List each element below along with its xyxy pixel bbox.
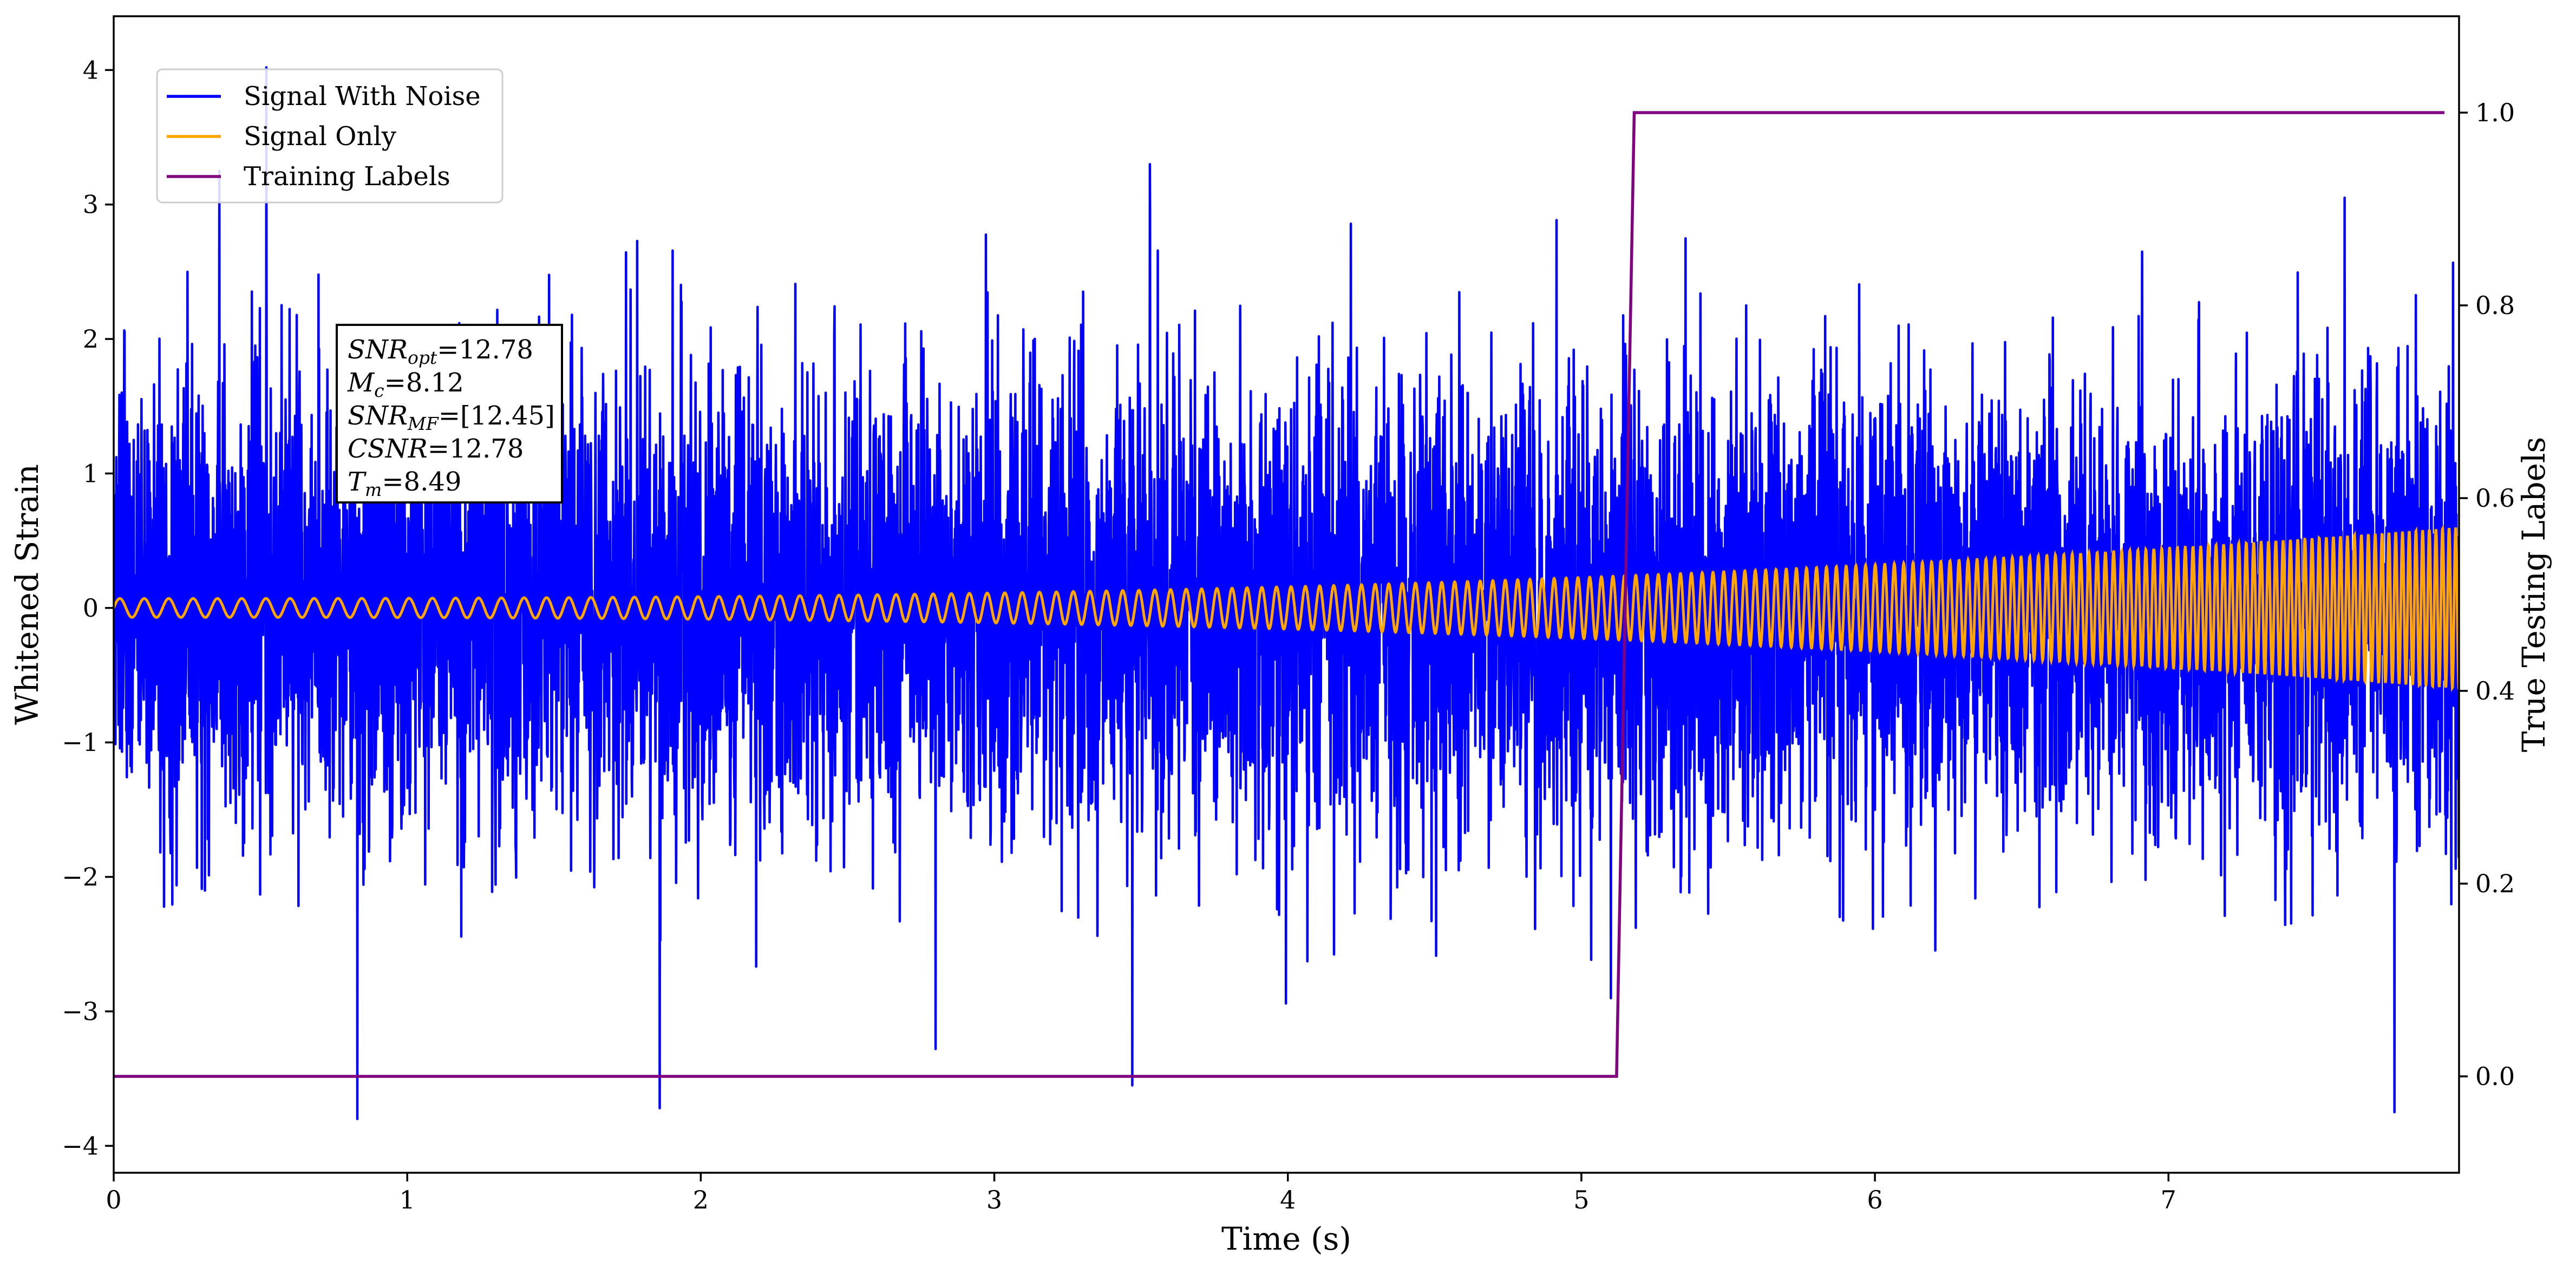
y-tick-label: 3 [83,190,99,219]
x-tick-label: 1 [400,1185,415,1214]
annotation-line: Mc=8.12 [347,368,464,401]
y-right-axis-ticks: 0.0 0.2 0.4 0.6 0.8 1.0 [2459,98,2515,1091]
y-tick-label: 4 [83,55,99,84]
y-right-tick-label: 0.8 [2475,291,2515,320]
annotation-line: Tm=8.49 [348,467,461,500]
y-tick-label: −1 [62,728,99,757]
x-tick-label: 5 [1573,1185,1589,1214]
series-signal-only [114,524,2459,692]
x-axis-ticks: 0 1 2 3 4 5 6 7 [106,1173,2176,1214]
y-right-axis-label: True Testing Labels [2515,437,2552,752]
legend-entry: Signal Only [244,121,396,152]
y-tick-label: −2 [62,863,99,892]
y-axis-label: Whitened Strain [9,464,45,725]
annotation-line: SNRopt=12.78 [348,335,533,368]
x-tick-label: 7 [2161,1185,2176,1214]
series-training-labels [114,111,2444,1078]
x-axis-label: Time (s) [1221,1220,1351,1257]
x-tick-label: 4 [1280,1185,1296,1214]
legend: Signal With Noise Signal Only Training Lab… [156,68,504,204]
x-tick-label: 2 [693,1185,709,1214]
plot-frame [113,15,2460,1174]
annotation-line: CSNR=12.78 [348,434,524,464]
y-tick-label: 2 [83,324,99,354]
y-tick-label: 1 [83,459,99,488]
x-tick-label: 3 [986,1185,1002,1214]
y-right-tick-label: 0.0 [2475,1062,2515,1091]
legend-frame [156,68,504,204]
annotation-frame [336,324,563,504]
annotation-box: SNRopt=12.78Mc=8.12SNRMF=[12.45]CSNR=12.… [336,324,563,504]
y-tick-label: 0 [83,593,99,623]
legend-entry: Signal With Noise [244,81,481,112]
y-right-tick-label: 0.4 [2475,676,2515,705]
y-right-tick-label: 1.0 [2475,98,2515,127]
series-group [114,66,2459,1120]
y-tick-label: −3 [62,997,99,1026]
annotation-line: SNRMF=[12.45] [348,401,555,434]
y-right-tick-label: 0.6 [2475,484,2515,513]
y-right-tick-label: 0.2 [2475,869,2515,898]
x-tick-label: 6 [1867,1185,1882,1214]
y-tick-label: −4 [62,1131,99,1160]
y-axis-ticks: −4 −3 −2 −1 0 1 2 3 4 [62,55,114,1160]
x-tick-label: 0 [106,1185,121,1214]
legend-entry: Training Labels [244,161,450,192]
